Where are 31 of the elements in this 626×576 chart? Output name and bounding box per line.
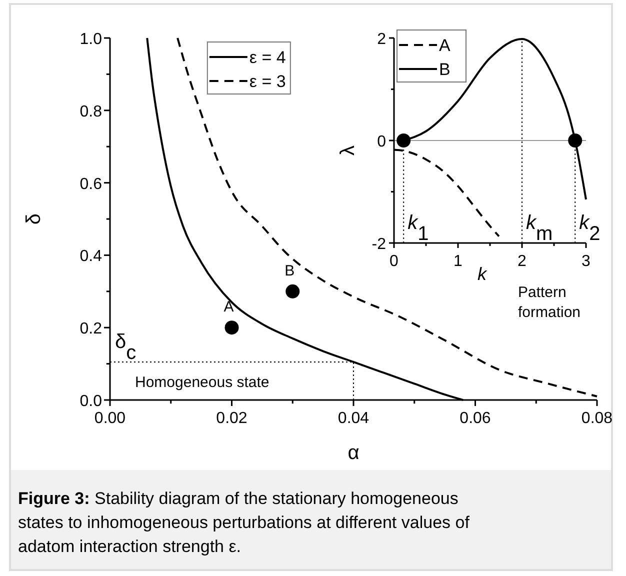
annotation: A [224,298,234,316]
y-axis-title: λ [337,146,359,156]
annotation: Homogeneous state [135,374,270,391]
x-tick-label: 0.06 [460,410,491,427]
x-tick-label: 0.08 [581,410,613,427]
y-tick-label: -2 [372,236,386,253]
y-tick-label: 0.6 [80,176,102,193]
y-tick-label: 0.0 [80,393,102,410]
x-tick-label: 1 [454,253,463,270]
legend-label: B [439,60,450,79]
annotation: B [284,262,295,280]
caption: Figure 3: Stability diagram of the stationary homogeneous states to inhomogeneous perturbations at different values of adatom interaction strength ε. [18,489,470,556]
annotation: Pattern formation [518,284,581,321]
y-tick-label: 0.8 [80,103,102,120]
x-tick-label: 3 [582,253,591,270]
x-tick-label: 0.04 [338,410,370,427]
x-tick-label: 0.00 [94,410,126,427]
legend-label: ε = 4 [249,48,286,67]
legend-label: ε = 3 [249,72,286,91]
x-tick-label: 2 [518,253,527,270]
x-tick-label: 0 [390,253,399,270]
y-tick-label: 0 [377,134,386,150]
y-tick-label: 2 [377,31,386,48]
x-tick-label: 0.02 [216,410,248,427]
y-tick-label: 0.2 [80,320,102,338]
x-axis-title: α [348,442,360,464]
y-axis-title: δ [23,213,45,225]
x-axis-title: k [478,264,488,284]
y-tick-label: 0.4 [80,248,102,266]
y-tick-label: 1.0 [80,31,102,48]
legend-label: A [439,36,451,55]
